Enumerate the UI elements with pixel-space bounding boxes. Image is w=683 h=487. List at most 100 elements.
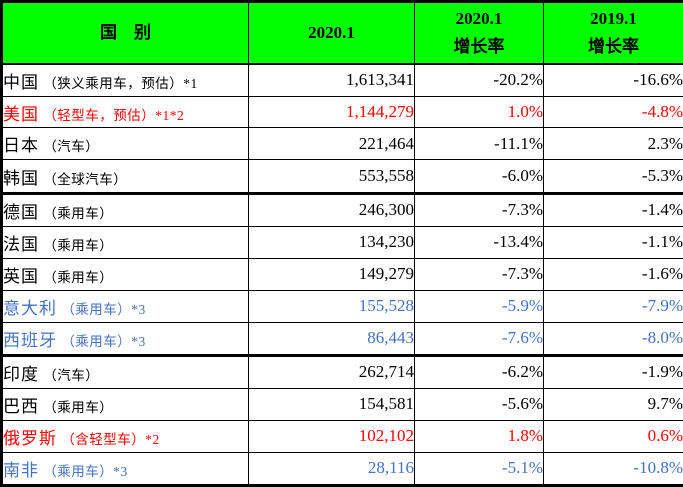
header-country-label: 国 别 [100,23,151,43]
header-value-label: 2020.1 [308,23,355,43]
value-cell: 1,144,279 [248,95,415,129]
growth-2020-cell: -6.0% [414,159,544,195]
growth-2019-cell: -1.9% [543,354,683,389]
header-row: 国 别 2020.1 2020.1 增长率 2019.1 增长率 [1,1,683,65]
table-row: 印度 （汽车） 262,714 -6.2% -1.9% [1,354,683,389]
growth-2019-cell: 0.6% [543,419,683,453]
table-row: 美国 （轻型车，预估）*1*2 1,144,279 1.0% -4.8% [1,95,683,129]
growth-2020-cell: -20.2% [414,63,544,97]
table-row: 西班牙 （乘用车）*3 86,443 -7.6% -8.0% [1,321,683,357]
growth-2020-cell: -7.6% [414,321,544,357]
growth-2020-cell: -6.2% [414,354,544,389]
country-cell: 巴西 （乘用车） [1,387,249,421]
country-name: 西班牙 [3,330,57,350]
country-cell: 中国 （狭义乘用车，预估）*1 [1,63,249,97]
country-name: 德国 [3,202,39,222]
country-name: 巴西 [3,396,39,416]
value-cell: 262,714 [248,354,415,389]
header-growth-2019-label: 增长率 [588,37,639,57]
country-cell: 法国 （乘用车） [1,225,249,259]
growth-2019-cell: -8.0% [543,321,683,357]
country-cell: 俄罗斯 （含轻型车）*2 [1,419,249,453]
table-row: 韩国 （全球汽车） 553,558 -6.0% -5.3% [1,159,683,195]
table-body: 中国 （狭义乘用车，预估）*1 1,613,341 -20.2% -16.6% … [1,63,683,487]
country-name: 美国 [3,104,39,124]
country-detail: （乘用车） [43,237,114,253]
country-detail: （汽车） [43,367,100,383]
country-detail: （乘用车） [43,205,114,221]
country-name: 日本 [3,136,39,156]
table-row: 德国 （乘用车） 246,300 -7.3% -1.4% [1,192,683,227]
header-growth-2019: 2019.1 增长率 [543,1,683,65]
country-cell: 德国 （乘用车） [1,192,249,227]
country-name: 韩国 [3,168,39,188]
country-cell: 印度 （汽车） [1,354,249,389]
value-cell: 28,116 [248,451,415,487]
country-detail: （轻型车，预估）*1*2 [43,107,185,123]
table-row: 意大利 （乘用车）*3 155,528 -5.9% -7.9% [1,289,683,323]
table-row: 日本 （汽车） 221,464 -11.1% 2.3% [1,127,683,161]
growth-2020-cell: -5.9% [414,289,544,323]
growth-2020-cell: 1.8% [414,419,544,453]
value-cell: 553,558 [248,159,415,195]
country-detail: （乘用车） [43,399,114,415]
growth-2019-cell: -4.8% [543,95,683,129]
header-growth-2020: 2020.1 增长率 [414,1,544,65]
table-row: 英国 （乘用车） 149,279 -7.3% -1.6% [1,257,683,291]
growth-2020-cell: -7.3% [414,257,544,291]
value-cell: 154,581 [248,387,415,421]
country-name: 英国 [3,266,39,286]
growth-2019-cell: -1.1% [543,225,683,259]
header-growth-2020-year: 2020.1 [455,9,503,29]
header-country: 国 别 [1,1,249,65]
growth-2020-cell: -5.1% [414,451,544,487]
growth-2019-cell: 2.3% [543,127,683,161]
table-header: 国 别 2020.1 2020.1 增长率 2019.1 增长率 [1,1,683,65]
growth-2020-cell: 1.0% [414,95,544,129]
country-detail: （乘用车）*3 [43,463,128,479]
country-name: 中国 [3,72,39,92]
country-detail: （乘用车）*3 [61,301,146,317]
value-cell: 149,279 [248,257,415,291]
growth-2019-cell: -16.6% [543,63,683,97]
header-value-2020: 2020.1 [248,1,415,65]
growth-2019-cell: 9.7% [543,387,683,421]
value-cell: 155,528 [248,289,415,323]
header-growth-2019-year: 2019.1 [590,9,637,29]
value-cell: 246,300 [248,192,415,227]
growth-2020-cell: -13.4% [414,225,544,259]
value-cell: 1,613,341 [248,63,415,97]
country-detail: （全球汽车） [43,171,128,187]
table-row: 南非 （乘用车）*3 28,116 -5.1% -10.8% [1,451,683,487]
country-cell: 西班牙 （乘用车）*3 [1,321,249,357]
country-cell: 英国 （乘用车） [1,257,249,291]
growth-2019-cell: -7.9% [543,289,683,323]
table-row: 法国 （乘用车） 134,230 -13.4% -1.1% [1,225,683,259]
growth-2020-cell: -7.3% [414,192,544,227]
country-detail: （含轻型车）*2 [61,431,160,447]
country-detail: （狭义乘用车，预估）*1 [43,75,198,91]
country-name: 法国 [3,234,39,254]
table-row: 中国 （狭义乘用车，预估）*1 1,613,341 -20.2% -16.6% [1,63,683,97]
table-row: 巴西 （乘用车） 154,581 -5.6% 9.7% [1,387,683,421]
country-detail: （汽车） [43,139,100,155]
value-cell: 86,443 [248,321,415,357]
country-detail: （乘用车） [43,269,114,285]
growth-2019-cell: -1.4% [543,192,683,227]
header-growth-2020-label: 增长率 [453,37,505,57]
value-cell: 221,464 [248,127,415,161]
country-detail: （乘用车）*3 [61,333,146,349]
growth-2019-cell: -1.6% [543,257,683,291]
table-row: 俄罗斯 （含轻型车）*2 102,102 1.8% 0.6% [1,419,683,453]
growth-2019-cell: -10.8% [543,451,683,487]
country-cell: 美国 （轻型车，预估）*1*2 [1,95,249,129]
country-name: 俄罗斯 [3,428,57,448]
value-cell: 134,230 [248,225,415,259]
growth-2020-cell: -5.6% [414,387,544,421]
country-cell: 意大利 （乘用车）*3 [1,289,249,323]
country-cell: 韩国 （全球汽车） [1,159,249,195]
country-cell: 日本 （汽车） [1,127,249,161]
country-name: 印度 [3,364,39,384]
growth-2020-cell: -11.1% [414,127,544,161]
